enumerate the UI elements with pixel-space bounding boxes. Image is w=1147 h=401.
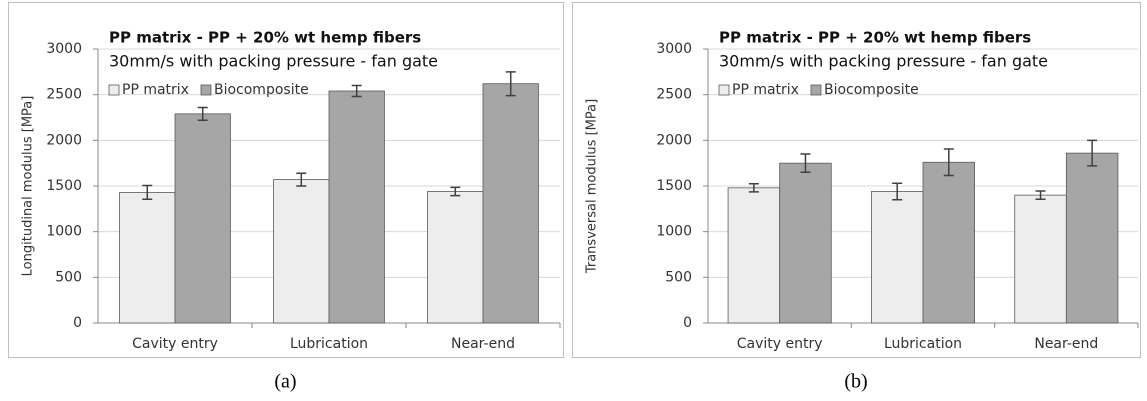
legend-swatch (810, 84, 822, 96)
error-bar (1087, 139, 1098, 167)
y-tick-label: 0 (73, 315, 82, 331)
y-tick-label: 1000 (46, 224, 82, 240)
chart-title: PP matrix - PP + 20% wt hemp fibers (109, 29, 421, 47)
error-bar (296, 172, 307, 187)
legend-swatch (718, 84, 730, 96)
panel-label: (a) (274, 371, 296, 393)
y-tick-label: 1500 (46, 178, 82, 194)
bar (922, 161, 975, 324)
y-tick-label: 2000 (656, 132, 692, 148)
x-tick-label: Near-end (451, 336, 515, 352)
x-tick-label: Cavity entry (737, 336, 823, 352)
chart-subtitle: 30mm/s with packing pressure - fan gate (109, 52, 438, 71)
legend-label: Biocomposite (824, 82, 919, 98)
bar (727, 187, 781, 324)
y-tick-label: 2500 (656, 87, 692, 103)
panel-frame (8, 2, 564, 358)
error-bar (892, 182, 903, 201)
panel-label: (b) (844, 371, 867, 393)
bar (1065, 152, 1119, 324)
error-bar (943, 148, 954, 177)
bar (1014, 194, 1067, 324)
y-tick-label: 2500 (46, 87, 82, 103)
y-tick-label: 3000 (656, 41, 692, 57)
bar (871, 191, 924, 324)
y-tick-label: 3000 (46, 41, 82, 57)
error-bar (800, 153, 811, 174)
legend-swatch (108, 84, 120, 96)
legend-label: PP matrix (122, 82, 189, 98)
y-tick-label: 500 (55, 269, 82, 285)
y-tick-label: 0 (683, 315, 692, 331)
y-tick-label: 500 (665, 269, 692, 285)
legend-label: Biocomposite (214, 82, 309, 98)
error-bar (1035, 190, 1046, 200)
bar (427, 191, 484, 324)
error-bar (505, 71, 516, 97)
error-bar (450, 186, 461, 197)
error-bar (142, 184, 153, 200)
error-bar (748, 182, 759, 193)
x-tick-label: Near-end (1034, 336, 1098, 352)
y-tick-label: 1000 (656, 224, 692, 240)
chart-subtitle: 30mm/s with packing pressure - fan gate (719, 52, 1048, 71)
y-tick-label: 2000 (46, 132, 82, 148)
x-tick-label: Lubrication (884, 336, 962, 352)
chart-title: PP matrix - PP + 20% wt hemp fibers (719, 29, 1031, 47)
error-bar (197, 106, 208, 121)
y-tick-label: 1500 (656, 178, 692, 194)
error-bar (351, 84, 362, 98)
panel-frame (572, 2, 1141, 358)
legend-swatch (200, 84, 212, 96)
x-tick-label: Lubrication (290, 336, 368, 352)
bar (328, 90, 385, 324)
y-axis-label: Transversal modulus [MPa] (585, 99, 600, 274)
bar (273, 179, 330, 324)
bar (482, 83, 539, 324)
bar (174, 113, 231, 324)
bar (119, 191, 176, 324)
legend-label: PP matrix (732, 82, 799, 98)
x-tick-label: Cavity entry (132, 336, 218, 352)
y-axis-label: Longitudinal modulus [MPa] (21, 96, 36, 277)
bar (779, 162, 832, 324)
